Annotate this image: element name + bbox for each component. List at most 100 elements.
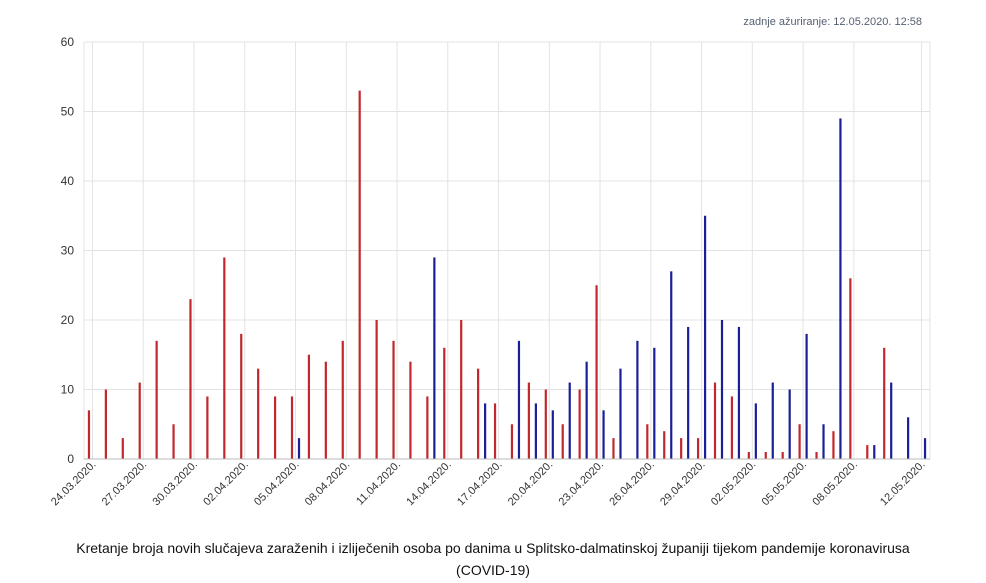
bar-infected xyxy=(409,361,412,459)
bar-infected xyxy=(223,257,226,459)
bar-infected xyxy=(172,424,175,459)
bar-infected xyxy=(527,382,530,459)
caption-line-2: (COVID-19) xyxy=(456,562,530,578)
y-tick-label: 40 xyxy=(61,174,75,188)
bar-infected xyxy=(392,340,395,459)
bar-infected xyxy=(815,452,818,459)
bar-infected xyxy=(747,452,750,459)
bar-infected xyxy=(189,299,192,459)
bar-infected xyxy=(443,347,446,459)
bar-infected xyxy=(206,396,209,459)
bar-recovered xyxy=(873,445,876,459)
bar-recovered xyxy=(602,410,605,459)
bar-recovered xyxy=(890,382,893,459)
bar-infected xyxy=(460,320,463,459)
y-axis: 0 10 20 30 40 50 60 xyxy=(61,35,75,466)
bar-infected xyxy=(680,438,683,459)
x-tick-label: 08.04.2020. xyxy=(303,459,353,509)
x-tick-label: 12.05.2020. xyxy=(878,459,928,509)
x-tick-label: 05.04.2020. xyxy=(252,459,302,509)
bar-recovered xyxy=(687,326,690,459)
y-tick-label: 20 xyxy=(61,313,75,327)
x-tick-label: 29.04.2020. xyxy=(658,459,708,509)
last-updated-label: zadnje ažuriranje: 12.05.2020. 12:58 xyxy=(743,16,922,28)
chart-caption: Kretanje broja novih slučajeva zaraženih… xyxy=(0,537,986,581)
bar-infected xyxy=(290,396,294,459)
covid-bar-chart: 0 10 20 30 40 50 60 24.03.2020. 27.03.2020. 30.0… xyxy=(49,35,931,509)
bar-infected xyxy=(730,396,734,459)
bar-recovered xyxy=(653,347,656,459)
bar-recovered xyxy=(771,382,774,459)
bar-infected xyxy=(358,90,361,460)
x-tick-label: 02.05.2020. xyxy=(709,459,759,509)
bar-recovered xyxy=(839,118,842,459)
bar-infected xyxy=(866,445,869,459)
bar-recovered xyxy=(670,271,673,459)
y-tick-label: 0 xyxy=(67,452,74,466)
bar-recovered xyxy=(534,403,537,459)
bar-recovered xyxy=(297,438,301,459)
bar-infected xyxy=(240,333,243,459)
bar-infected xyxy=(104,389,107,459)
y-tick-label: 10 xyxy=(61,383,75,397)
bar-infected xyxy=(87,410,91,459)
x-tick-label: 08.05.2020. xyxy=(810,459,860,509)
x-tick-label: 02.04.2020. xyxy=(201,459,251,509)
bar-infected xyxy=(595,285,598,459)
bar-infected xyxy=(544,389,547,459)
bar-recovered xyxy=(484,403,487,459)
bar-recovered xyxy=(907,417,910,459)
x-tick-label: 11.04.2020. xyxy=(354,459,403,508)
x-tick-label: 14.04.2020. xyxy=(404,459,454,509)
bar-infected xyxy=(612,438,615,459)
bar-recovered xyxy=(788,389,791,459)
bar-infected xyxy=(341,340,344,459)
chart-grid xyxy=(83,41,931,460)
x-tick-label: 05.05.2020. xyxy=(760,459,810,509)
x-tick-label: 17.04.2020. xyxy=(455,459,505,509)
bar-recovered xyxy=(923,438,927,459)
bar-infected xyxy=(578,389,581,459)
x-tick-label: 20.04.2020. xyxy=(506,459,556,509)
bar-infected xyxy=(307,354,311,459)
caption-line-1: Kretanje broja novih slučajeva zaraženih… xyxy=(76,540,910,556)
bar-infected xyxy=(764,452,767,459)
x-axis: 24.03.2020. 27.03.2020. 30.03.2020. 02.04.2… xyxy=(49,458,930,509)
bar-infected xyxy=(426,396,429,459)
bar-infected xyxy=(510,424,514,459)
bar-infected xyxy=(696,438,700,459)
bar-infected xyxy=(713,382,717,459)
x-tick-label: 24.03.2020. xyxy=(49,459,99,509)
bar-infected xyxy=(273,396,277,459)
bar-infected xyxy=(155,340,158,459)
bar-recovered xyxy=(433,257,436,459)
bar-recovered xyxy=(720,320,724,459)
bar-series xyxy=(87,90,927,460)
y-tick-label: 30 xyxy=(61,244,75,258)
bar-infected xyxy=(832,431,835,459)
bar-infected xyxy=(257,368,260,459)
bar-infected xyxy=(883,347,886,459)
bar-infected xyxy=(646,424,649,459)
y-tick-label: 60 xyxy=(61,35,75,49)
bar-infected xyxy=(663,431,666,459)
x-tick-label: 27.03.2020. xyxy=(100,459,150,509)
bar-infected xyxy=(849,278,852,459)
bar-recovered xyxy=(551,410,554,459)
y-tick-label: 50 xyxy=(61,105,75,119)
bar-recovered xyxy=(517,340,521,459)
bar-recovered xyxy=(568,382,571,459)
bar-infected xyxy=(324,361,327,459)
bar-recovered xyxy=(636,340,639,459)
bar-recovered xyxy=(805,333,808,459)
bar-infected xyxy=(138,382,141,459)
bar-infected xyxy=(798,424,801,459)
bar-infected xyxy=(561,424,564,459)
bar-infected xyxy=(781,452,784,459)
bar-infected xyxy=(121,438,124,459)
x-tick-label: 23.04.2020. xyxy=(557,459,607,509)
bar-infected xyxy=(375,320,378,459)
bar-recovered xyxy=(585,361,588,459)
bar-infected xyxy=(477,368,480,459)
bar-recovered xyxy=(754,403,757,459)
